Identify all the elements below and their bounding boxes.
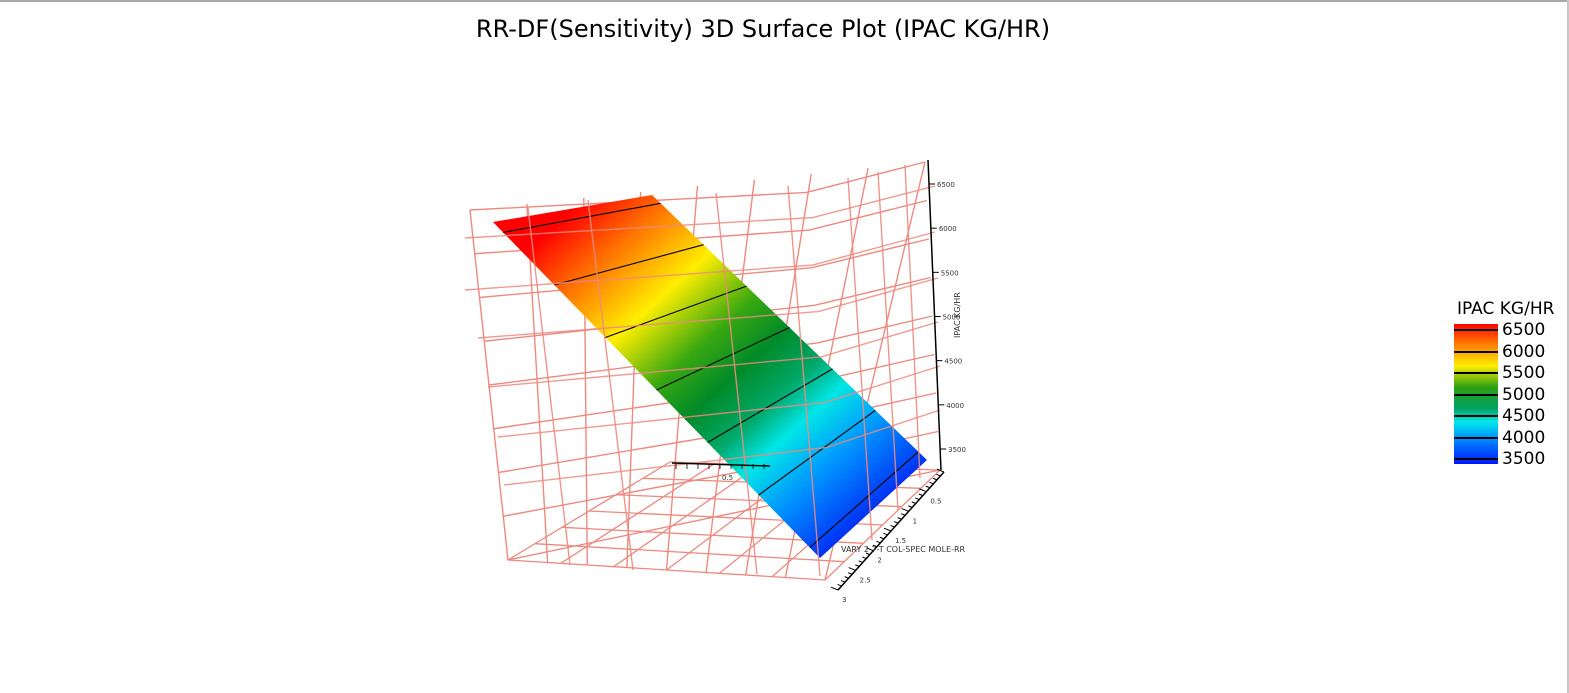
legend-level-label: 5500: [1502, 363, 1546, 383]
x-axis-line: [671, 462, 771, 467]
legend-level-label: 6000: [1502, 341, 1546, 362]
axes: 3500 4000 4500 5000 5500 6000 6500 0.5 1 1.5 2 2.5 3…: [671, 159, 966, 604]
legend-level-label: 4500: [1502, 406, 1546, 426]
y-tick: [847, 572, 853, 575]
y-tick: [918, 493, 923, 497]
y-tick: [919, 488, 927, 493]
grid-line: [469, 209, 509, 561]
legend-level-line: [1454, 436, 1498, 439]
legend-level-line: [1454, 372, 1498, 374]
grid-line: [477, 277, 939, 339]
z-tick-label: 6500: [937, 181, 955, 189]
y-tick: [862, 556, 867, 559]
y-tick-label: 3: [842, 596, 846, 604]
legend-level-line: [1454, 350, 1498, 353]
contour-line: [656, 327, 790, 391]
y-tick-label: 1: [913, 517, 917, 525]
surface: [493, 195, 927, 558]
y-tick: [929, 481, 934, 485]
legend-level-line: [1454, 393, 1498, 396]
legend-level-label: 3500: [1502, 449, 1546, 469]
legend-level-label: 5000: [1502, 384, 1546, 405]
y-tick: [830, 586, 839, 591]
grid-line: [715, 192, 758, 575]
y-tick: [876, 540, 881, 544]
z-tick-label: 5000: [943, 314, 961, 322]
y-tick: [866, 547, 874, 552]
z-tick-label: 3500: [948, 446, 966, 454]
y-tick: [936, 473, 941, 477]
grid-front: [464, 164, 941, 577]
chart-title: RR-DF(Sensitivity) 3D Surface Plot (IPAC…: [475, 15, 1051, 43]
y-tick: [936, 468, 945, 473]
x-tick-label: 0.5: [722, 474, 733, 482]
grid-line: [527, 207, 571, 566]
y-axis-label: VARY 2 7-T COL-SPEC MOLE-RR: [841, 545, 966, 554]
legend-level-line: [1454, 458, 1498, 460]
contour-line: [503, 202, 661, 234]
y-tick: [893, 521, 899, 524]
y-tick: [865, 552, 870, 556]
y-tick: [844, 576, 849, 579]
contour-line: [554, 244, 704, 286]
grid-line: [464, 185, 936, 239]
y-tick: [837, 584, 842, 587]
y-tick: [879, 536, 885, 540]
y-tick-label: 2.5: [860, 576, 871, 584]
y-tick: [932, 477, 938, 481]
y-tick: [883, 527, 892, 532]
grid-line: [507, 559, 826, 581]
y-tick: [900, 513, 906, 516]
y-tick: [897, 517, 902, 520]
grid-line: [587, 199, 634, 571]
legend-title: IPAC KG/HR: [1457, 299, 1555, 319]
grid-line: [497, 365, 941, 438]
y-tick: [840, 580, 846, 583]
y-tick: [848, 567, 856, 571]
y-tick: [883, 532, 888, 536]
contour-line: [605, 285, 747, 339]
grid-line: [487, 321, 939, 388]
y-tick: [855, 564, 860, 567]
legend-level-label: 4000: [1502, 427, 1546, 448]
z-tick-label: 5500: [941, 269, 959, 277]
grid-line: [469, 161, 926, 211]
y-tick: [890, 525, 895, 528]
grid-line: [877, 171, 899, 511]
contour-line: [809, 451, 919, 548]
y-tick: [858, 560, 863, 563]
z-tick-label: 4000: [946, 402, 964, 410]
grid-line: [904, 164, 921, 479]
grid-line: [464, 231, 936, 291]
grid-line: [534, 543, 845, 563]
y-tick: [901, 508, 909, 512]
y-tick-label: 0.5: [930, 498, 941, 506]
legend-level-line: [1454, 415, 1498, 417]
contour-line: [707, 368, 833, 443]
window-frame-right: [1567, 0, 1569, 693]
contour-line: [758, 409, 876, 496]
y-tick: [908, 505, 913, 508]
y-tick: [925, 485, 931, 489]
z-tick-label: 4500: [944, 358, 962, 366]
grid-line: [488, 315, 933, 386]
legend-level-line: [1454, 329, 1498, 331]
window-frame-top: [0, 0, 1569, 2]
color-legend: IPAC KG/HR 6500 6000 5500 5000 4500 4000 3500: [1452, 296, 1567, 471]
z-axis-line: [927, 159, 942, 471]
contour-lines: [503, 202, 919, 548]
z-tick-label: 6000: [939, 225, 957, 233]
y-tick: [915, 497, 920, 500]
y-tick-label: 1.5: [895, 537, 906, 545]
legend-level-label: 6500: [1502, 320, 1546, 340]
grid-line: [787, 185, 821, 577]
grid-line: [847, 177, 873, 541]
z-axis-label: IPAC KG/HR: [953, 292, 962, 338]
y-tick: [872, 544, 878, 548]
y-tick: [911, 501, 916, 504]
y-tick-label: 2: [877, 557, 881, 565]
grid-line: [503, 409, 941, 486]
